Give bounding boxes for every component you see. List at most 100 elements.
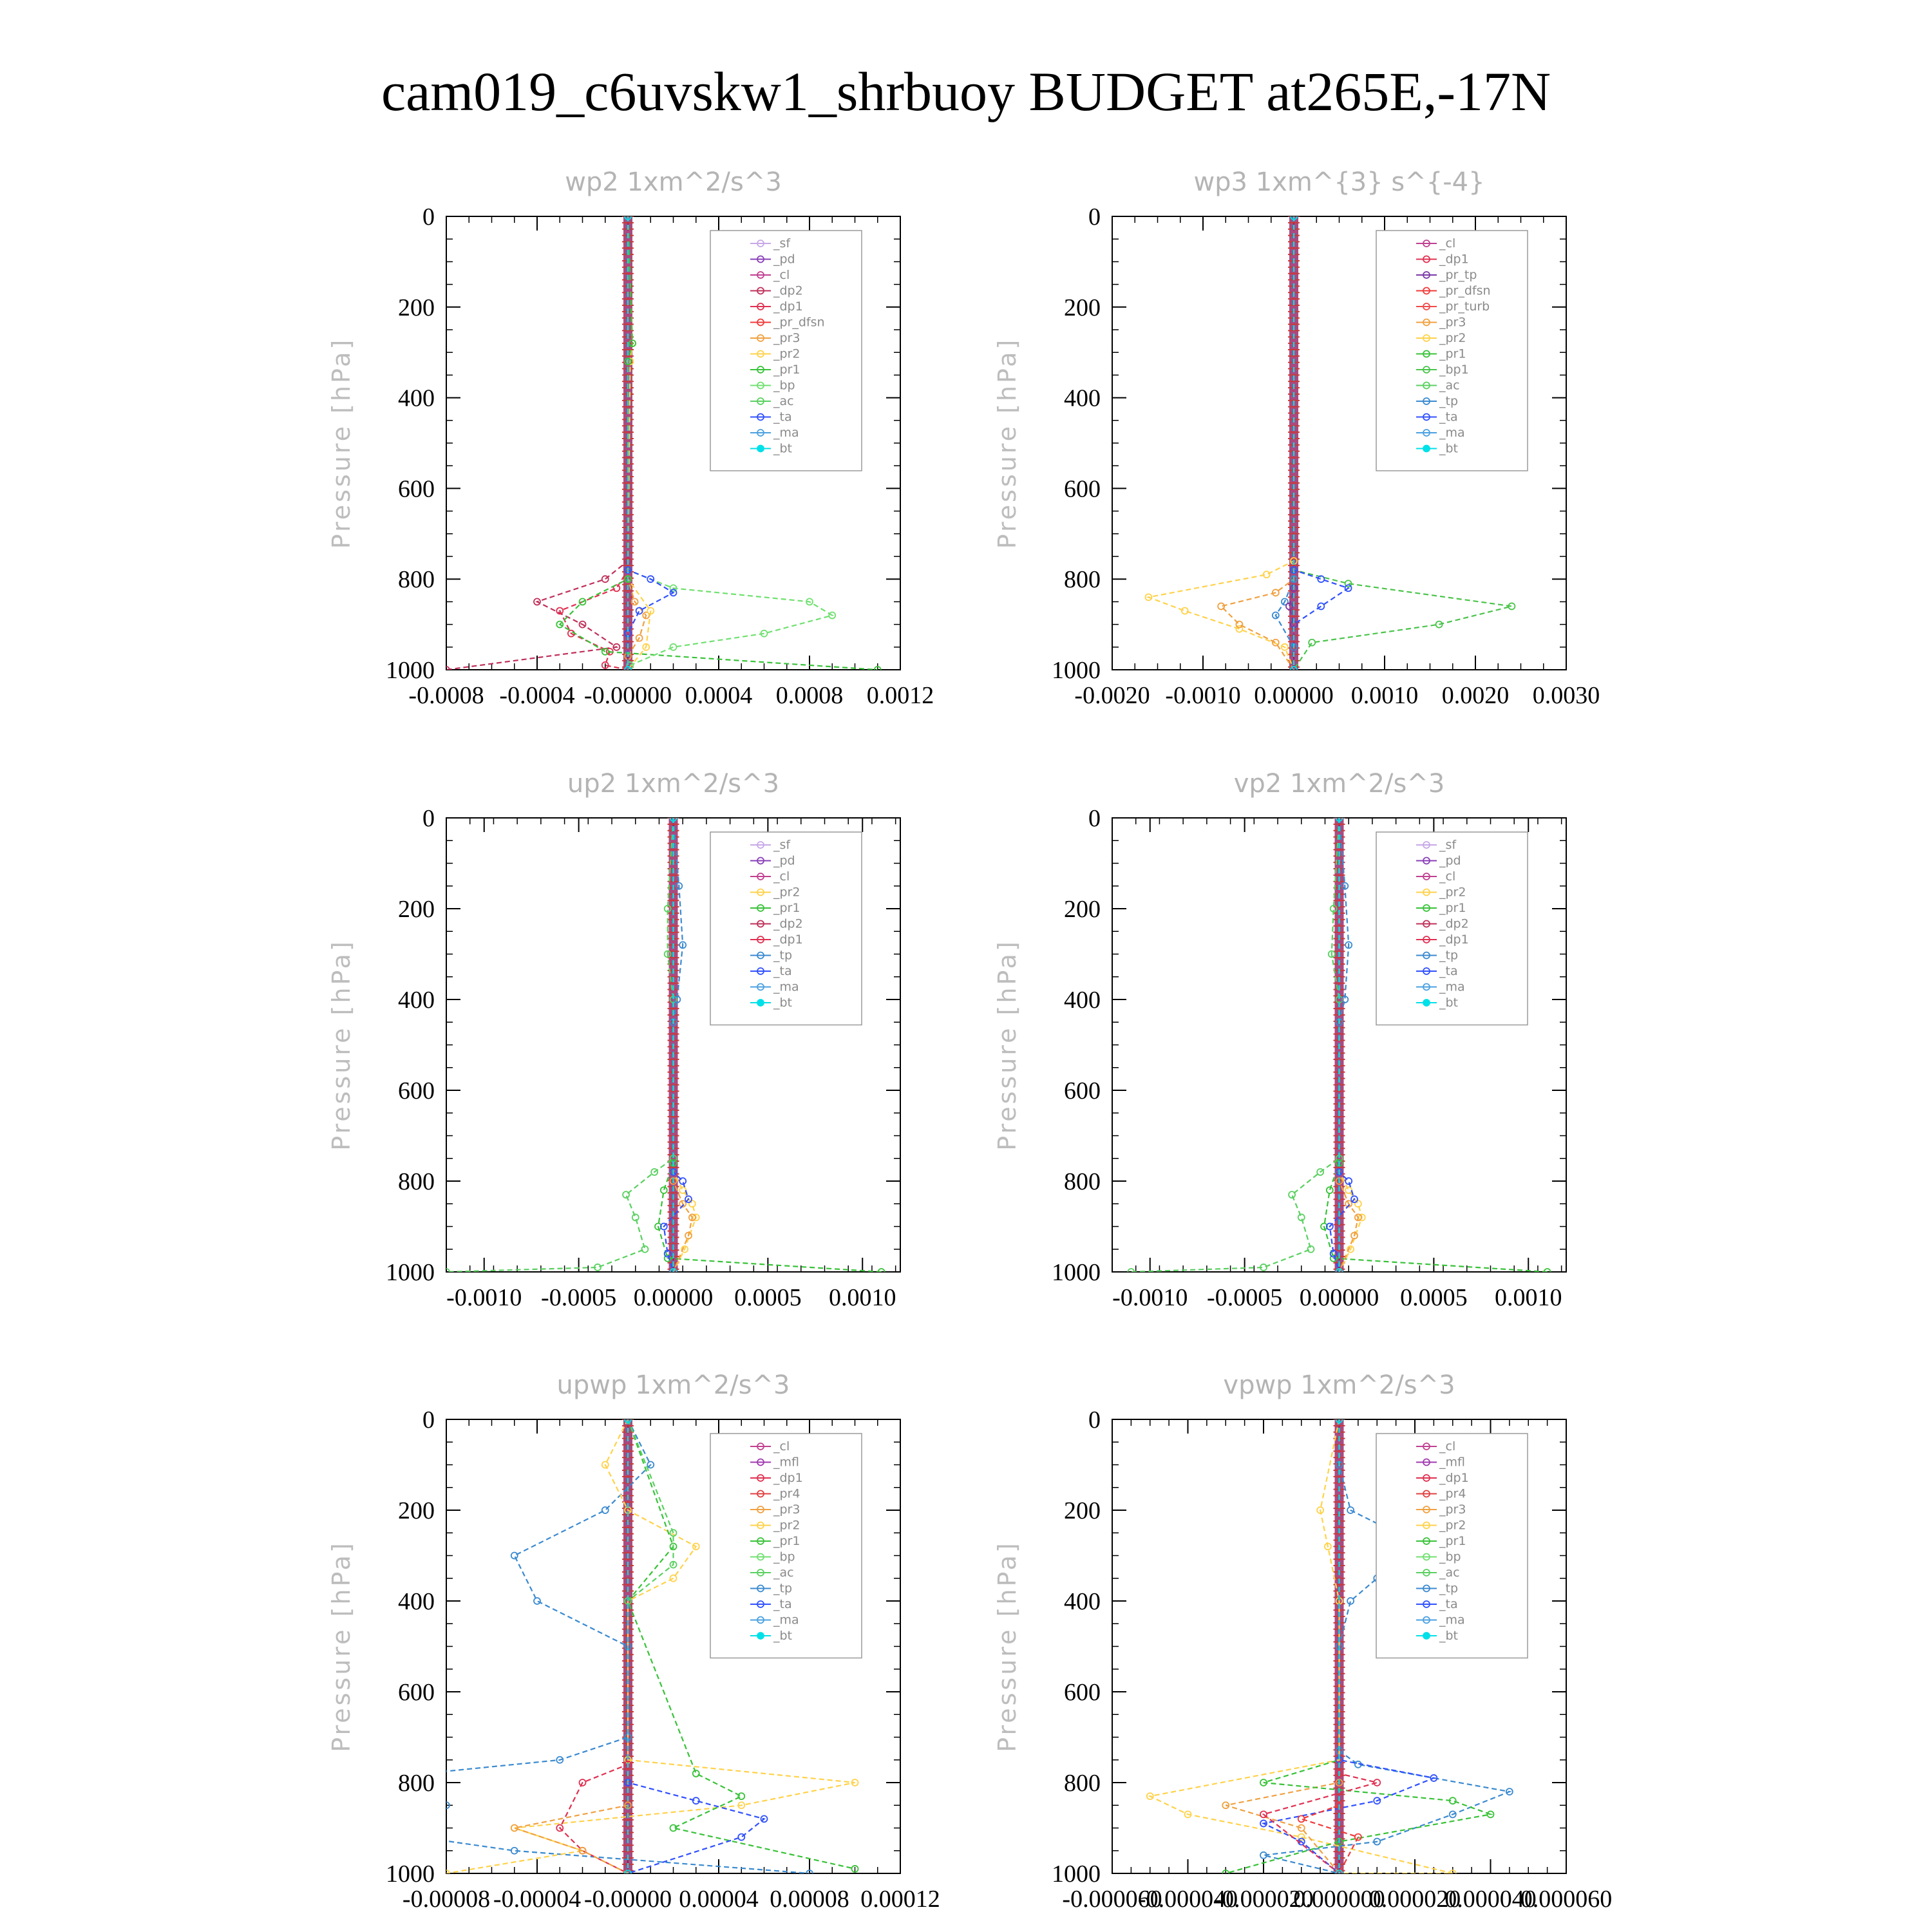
- legend-entry: _dp1: [1439, 933, 1469, 947]
- legend-entry: _cl: [1439, 869, 1455, 884]
- legend-marker: [757, 936, 764, 943]
- legend-entry: _mfl: [773, 1455, 799, 1470]
- legend-entry: _ta: [1439, 1597, 1458, 1611]
- legend-marker: [757, 1600, 764, 1608]
- series-point: [663, 950, 672, 958]
- x-tick-label: -0.0010: [1112, 1284, 1188, 1311]
- series-point: [1341, 996, 1349, 1003]
- series-point: [1317, 602, 1325, 611]
- legend-entry: _pr1: [1439, 901, 1466, 915]
- series-point: [1180, 607, 1189, 615]
- x-tick-label: 0.00004: [679, 1886, 759, 1913]
- series-point: [624, 357, 632, 366]
- legend-marker: [1423, 904, 1430, 912]
- series-line-dp1: [446, 818, 674, 1272]
- legend-entry: _ma: [773, 1613, 799, 1627]
- series-point: [692, 1542, 700, 1551]
- legend-entry: _pr3: [773, 331, 800, 345]
- legend-entry: _pr1: [773, 363, 800, 377]
- plot-area: [1144, 216, 1516, 670]
- series-point: [1354, 1213, 1362, 1222]
- panel-5: vpwp 1xm^2/s^3 Pressure [hPa] 0 200 400 600 80…: [993, 1370, 1612, 1913]
- legend-box: [710, 1433, 862, 1659]
- series-point: [650, 1168, 659, 1176]
- legend-entry: _bt: [773, 1629, 792, 1643]
- series-point: [601, 1506, 609, 1514]
- legend-marker: [1423, 366, 1430, 374]
- legend-marker: [757, 429, 764, 437]
- series-point: [510, 1551, 518, 1560]
- legend-marker: [1423, 255, 1430, 263]
- y-axis-label: Pressure [hPa]: [327, 337, 355, 549]
- legend-entry: _bp1: [1439, 363, 1469, 377]
- legend-entry: _pr2: [1439, 886, 1466, 900]
- series-line-dp1: [558, 1419, 629, 1873]
- series-point: [692, 1797, 700, 1805]
- legend-entry: _ta: [1439, 964, 1458, 978]
- legend-entry: _pr1: [1439, 1534, 1466, 1548]
- series-line-dp1: [1262, 1419, 1380, 1873]
- series-point: [669, 589, 677, 597]
- legend-entry: _pd: [773, 854, 795, 868]
- legend-entry: _ma: [773, 980, 799, 994]
- series-point: [659, 1222, 668, 1231]
- series-point: [641, 1245, 649, 1253]
- legend-entry: _bt: [1439, 1629, 1458, 1643]
- legend-entry: _pr1: [773, 1534, 800, 1548]
- series-point: [873, 666, 882, 670]
- series-point: [679, 941, 687, 949]
- series-point: [601, 661, 609, 669]
- legend-marker: [1423, 303, 1430, 310]
- legend-marker: [1423, 1569, 1430, 1577]
- series-point: [642, 643, 650, 651]
- legend-entry: _ac: [773, 394, 794, 408]
- y-tick-label: 400: [1064, 385, 1101, 412]
- series-point: [642, 611, 650, 620]
- y-tick-label: 800: [398, 566, 435, 593]
- series-point: [1307, 1245, 1315, 1253]
- legend-entry: _pr_turb: [1439, 299, 1490, 314]
- legend-marker: [757, 951, 764, 960]
- series-point: [688, 1213, 696, 1222]
- series-point: [1127, 1268, 1135, 1272]
- legend-entry: _sf: [773, 838, 791, 852]
- series-point: [737, 1792, 746, 1801]
- legend-entry: _tp: [1439, 949, 1458, 963]
- legend-marker: [757, 334, 764, 342]
- series-line-dp2: [446, 216, 629, 670]
- series-point: [663, 1254, 672, 1262]
- series-point: [806, 598, 813, 606]
- y-tick-label: 1000: [386, 1861, 435, 1888]
- x-tick-label: 0.0008: [776, 682, 844, 709]
- legend-entry: _ma: [773, 426, 799, 440]
- legend-marker: [1423, 1616, 1430, 1624]
- y-tick-label: 800: [1064, 566, 1101, 593]
- series-point: [1260, 1810, 1267, 1819]
- legend-entry: _dp1: [773, 933, 803, 947]
- legend-box: [1376, 831, 1528, 1026]
- legend-marker: [1423, 397, 1430, 405]
- legend-marker: [1423, 413, 1430, 421]
- legend-marker: [1423, 1490, 1430, 1498]
- series-point: [1347, 1506, 1355, 1514]
- legend-marker: [757, 1569, 764, 1577]
- series-point: [1271, 589, 1280, 597]
- series-point: [1448, 1797, 1457, 1805]
- series-line-pr2: [1146, 216, 1295, 670]
- series-point: [679, 1177, 687, 1185]
- series-point: [669, 1574, 677, 1582]
- series-line-dp1: [558, 216, 629, 670]
- plot-area: [446, 216, 882, 670]
- series-point: [1344, 584, 1352, 592]
- series-point: [624, 216, 632, 220]
- series-point: [1335, 1168, 1343, 1176]
- series-point: [1316, 1506, 1325, 1514]
- series-point: [663, 1249, 672, 1258]
- x-tick-label: 0.00008: [770, 1886, 849, 1913]
- plot-area: [1127, 818, 1551, 1272]
- series-point: [612, 643, 621, 651]
- series-point: [1486, 1810, 1495, 1819]
- series-line-ac: [627, 1419, 674, 1602]
- y-tick-label: 1000: [386, 657, 435, 684]
- series-point: [1325, 1186, 1334, 1194]
